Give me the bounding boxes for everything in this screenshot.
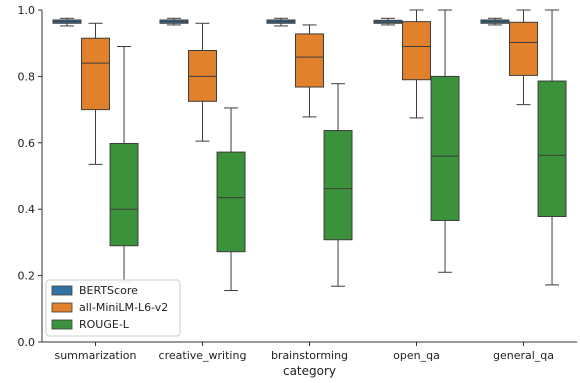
box-bertscore: [266, 17, 296, 27]
legend-label: BERTScore: [79, 284, 138, 297]
legend-swatch: [51, 302, 73, 313]
box-all-minilm-l6-v2: [509, 9, 538, 106]
box-rouge-l: [430, 9, 460, 273]
legend-label: ROUGE-L: [79, 318, 130, 331]
box-bertscore: [52, 17, 82, 27]
legend-label: all-MiniLM-L6-v2: [79, 301, 168, 314]
box-iqr: [402, 21, 431, 81]
box-bertscore: [159, 17, 189, 26]
x-axis-label: category: [283, 364, 336, 378]
legend-swatch: [51, 319, 73, 330]
box-iqr: [323, 130, 353, 241]
box-iqr: [109, 142, 139, 247]
legend: BERTScore all-MiniLM-L6-v2 ROUGE-L: [45, 279, 181, 337]
y-tick-label: 0.4: [18, 203, 36, 216]
box-all-minilm-l6-v2: [295, 24, 324, 118]
box-all-minilm-l6-v2: [402, 9, 431, 119]
x-tick-label: general_qa: [493, 349, 554, 362]
box-iqr: [537, 80, 567, 218]
x-tick-label: creative_writing: [159, 349, 247, 362]
x-tick-label: summarization: [54, 349, 136, 362]
axes: 0.0 0.2 0.4 0.6 0.8 1.0 summarization creative_…: [18, 4, 577, 378]
box-iqr: [430, 75, 460, 221]
x-tick-label: brainstorming: [271, 349, 348, 362]
box-bertscore: [480, 17, 510, 26]
y-tick-label: 0.8: [18, 70, 36, 83]
box-rouge-l: [216, 107, 246, 292]
box-rouge-l: [323, 83, 353, 287]
box-all-minilm-l6-v2: [188, 22, 217, 142]
y-tick-label: 0.2: [18, 270, 36, 283]
y-tick-label: 1.0: [18, 4, 36, 17]
box-iqr: [509, 21, 538, 76]
box-iqr: [295, 33, 324, 88]
legend-box: [45, 279, 181, 337]
box-bertscore: [373, 17, 403, 26]
box-rouge-l: [109, 46, 139, 283]
y-tick-label: 0.0: [18, 336, 36, 349]
box-iqr: [81, 37, 110, 111]
box-iqr: [216, 151, 246, 253]
x-tick-label: open_qa: [393, 349, 440, 362]
box-all-minilm-l6-v2: [81, 22, 110, 165]
box-rouge-l: [537, 9, 567, 286]
y-tick-label: 0.6: [18, 137, 36, 150]
boxes-layer: [52, 9, 567, 292]
legend-swatch: [51, 285, 73, 296]
